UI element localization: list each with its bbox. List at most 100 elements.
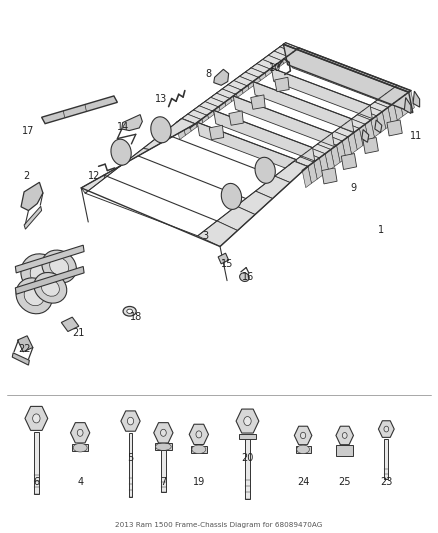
Ellipse shape — [77, 429, 83, 437]
Bar — [239, 434, 256, 439]
Polygon shape — [216, 89, 236, 99]
Polygon shape — [405, 91, 414, 112]
Polygon shape — [371, 116, 380, 137]
Bar — [161, 450, 166, 492]
Polygon shape — [377, 111, 386, 133]
Polygon shape — [42, 96, 117, 124]
Polygon shape — [154, 423, 173, 443]
Text: 8: 8 — [205, 69, 211, 78]
Polygon shape — [121, 411, 140, 431]
Text: 19: 19 — [193, 477, 205, 487]
Polygon shape — [387, 120, 402, 136]
Polygon shape — [189, 424, 208, 445]
Bar — [191, 446, 207, 453]
Polygon shape — [375, 120, 382, 133]
Polygon shape — [162, 118, 195, 136]
Text: 13: 13 — [155, 94, 167, 103]
Polygon shape — [176, 118, 185, 140]
Ellipse shape — [16, 278, 52, 314]
Polygon shape — [392, 85, 411, 95]
Ellipse shape — [155, 443, 171, 450]
Polygon shape — [211, 93, 230, 103]
Polygon shape — [360, 124, 369, 146]
Polygon shape — [341, 154, 357, 169]
Ellipse shape — [123, 306, 136, 316]
Polygon shape — [348, 133, 357, 154]
Ellipse shape — [196, 431, 202, 438]
Polygon shape — [334, 127, 353, 137]
Polygon shape — [275, 77, 289, 92]
Polygon shape — [193, 106, 212, 115]
Ellipse shape — [34, 272, 67, 303]
Text: 24: 24 — [297, 477, 309, 487]
Polygon shape — [380, 94, 399, 103]
Polygon shape — [233, 96, 334, 147]
Polygon shape — [234, 76, 243, 98]
Polygon shape — [283, 44, 413, 112]
Text: 7: 7 — [160, 477, 166, 487]
Polygon shape — [61, 317, 79, 332]
Ellipse shape — [24, 286, 44, 306]
Polygon shape — [294, 426, 312, 445]
Text: 2013 Ram 1500 Frame-Chassis Diagram for 68089470AG: 2013 Ram 1500 Frame-Chassis Diagram for … — [115, 522, 323, 528]
Ellipse shape — [160, 429, 166, 437]
Polygon shape — [253, 82, 354, 132]
Polygon shape — [222, 85, 241, 94]
Polygon shape — [386, 90, 405, 99]
Polygon shape — [336, 141, 346, 163]
Text: 2: 2 — [23, 171, 29, 181]
Polygon shape — [240, 72, 249, 93]
Polygon shape — [388, 103, 397, 125]
Ellipse shape — [244, 417, 251, 425]
Polygon shape — [300, 152, 319, 162]
Bar — [34, 432, 39, 494]
Ellipse shape — [240, 273, 249, 281]
Polygon shape — [15, 245, 84, 273]
Ellipse shape — [192, 445, 206, 454]
Polygon shape — [199, 102, 208, 123]
Ellipse shape — [300, 432, 306, 439]
Polygon shape — [251, 63, 270, 73]
Ellipse shape — [343, 433, 347, 438]
Ellipse shape — [151, 117, 171, 143]
Polygon shape — [182, 114, 191, 135]
Text: 9: 9 — [351, 183, 357, 192]
Polygon shape — [413, 91, 420, 107]
Polygon shape — [336, 426, 353, 445]
Polygon shape — [323, 136, 342, 146]
Ellipse shape — [30, 263, 53, 286]
Polygon shape — [357, 110, 377, 120]
Polygon shape — [319, 154, 328, 175]
Ellipse shape — [21, 254, 62, 295]
Polygon shape — [245, 68, 264, 77]
Text: 16: 16 — [242, 272, 254, 282]
Polygon shape — [81, 175, 105, 193]
Ellipse shape — [384, 426, 389, 432]
Polygon shape — [122, 115, 142, 131]
Polygon shape — [25, 406, 48, 431]
Polygon shape — [240, 72, 258, 82]
Polygon shape — [306, 148, 325, 158]
Polygon shape — [262, 55, 282, 65]
Polygon shape — [268, 51, 278, 72]
Polygon shape — [362, 130, 369, 142]
Ellipse shape — [127, 417, 134, 425]
Polygon shape — [322, 168, 337, 184]
Polygon shape — [209, 125, 224, 140]
Polygon shape — [214, 110, 315, 161]
Text: 6: 6 — [33, 477, 39, 487]
Polygon shape — [331, 146, 340, 167]
Polygon shape — [205, 98, 214, 119]
Polygon shape — [71, 423, 90, 443]
Bar — [245, 435, 250, 499]
Ellipse shape — [73, 443, 87, 452]
Polygon shape — [399, 95, 409, 116]
Bar — [129, 433, 132, 497]
Bar — [72, 444, 88, 451]
Text: 5: 5 — [127, 454, 134, 463]
Polygon shape — [12, 353, 29, 365]
Polygon shape — [274, 47, 293, 56]
Polygon shape — [275, 161, 307, 182]
Polygon shape — [280, 43, 289, 64]
Polygon shape — [234, 76, 253, 86]
